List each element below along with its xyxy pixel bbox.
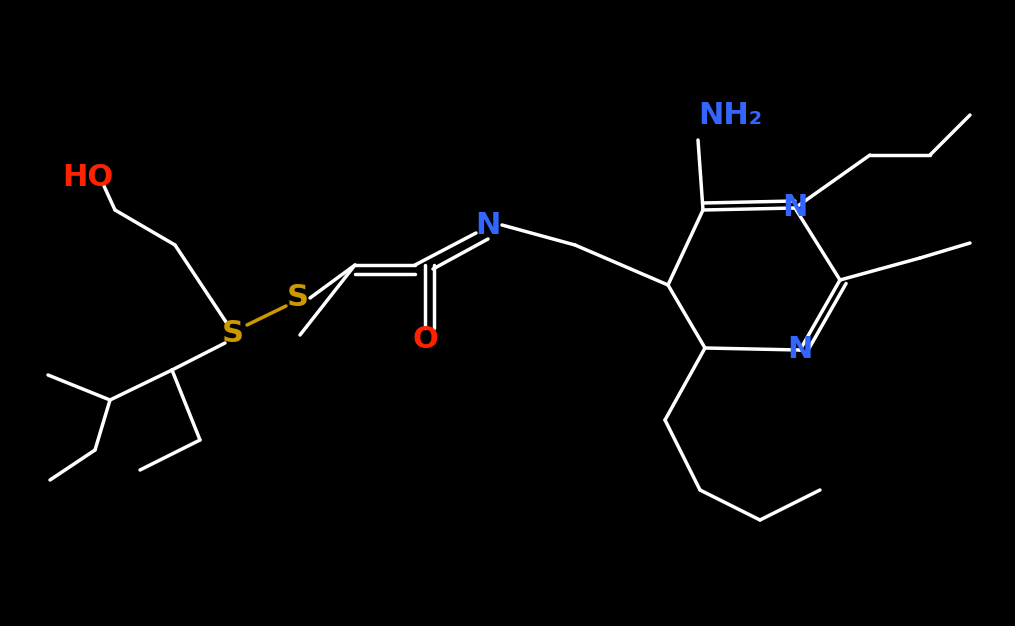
Text: N: N bbox=[475, 210, 500, 240]
Text: O: O bbox=[412, 326, 437, 354]
Text: HO: HO bbox=[62, 163, 114, 193]
Text: N: N bbox=[783, 193, 808, 222]
Text: NH₂: NH₂ bbox=[698, 101, 762, 130]
Text: S: S bbox=[222, 319, 244, 347]
Text: S: S bbox=[287, 284, 309, 312]
Text: N: N bbox=[788, 336, 813, 364]
